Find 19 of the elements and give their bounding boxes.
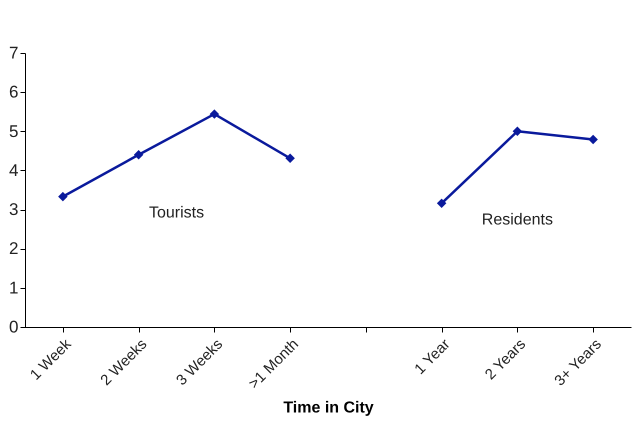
point (58, 192, 68, 202)
y-tick-label: 2 (9, 239, 18, 258)
y-tick-label: 0 (9, 318, 18, 336)
point (436, 198, 446, 208)
point (210, 109, 220, 119)
text: Residents (482, 211, 553, 228)
point (285, 154, 295, 164)
y-tick-label: 4 (9, 160, 18, 180)
y-tick-label: 6 (9, 82, 18, 102)
point (134, 150, 144, 160)
y-tick-label: 1 (9, 278, 18, 298)
x-axis-title: Time in City (283, 400, 374, 417)
x-tick-label: 1 Year (411, 336, 454, 378)
point (512, 126, 522, 136)
y-tick-label: 3 (9, 200, 18, 220)
y-tick-label: 5 (9, 122, 18, 141)
text: Tourists (148, 204, 204, 222)
y-tick-label: 7 (9, 44, 18, 62)
point (588, 134, 598, 144)
